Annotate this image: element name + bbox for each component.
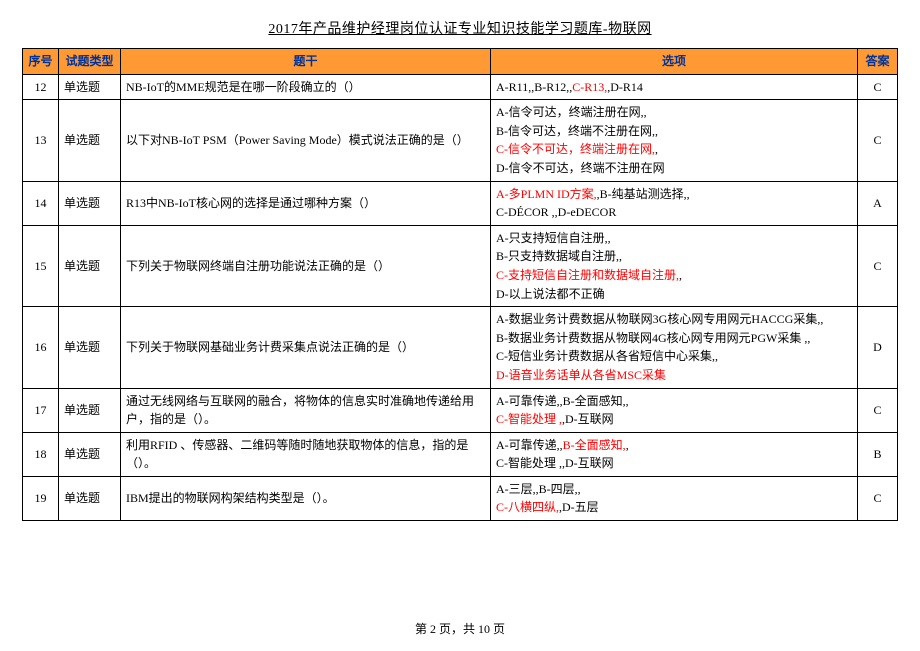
option-text: A-可靠传递,,B-全面感知,, bbox=[496, 394, 629, 408]
option-text: , bbox=[655, 142, 658, 156]
option-text: C-短信业务计费数据从各省短信中心采集,, bbox=[496, 349, 718, 363]
cell-seq: 17 bbox=[23, 388, 59, 432]
cell-question: R13中NB-IoT核心网的选择是通过哪种方案（） bbox=[121, 181, 491, 225]
question-table: 序号 试题类型 题干 选项 答案 12单选题NB-IoT的MME规范是在哪一阶段… bbox=[22, 48, 898, 521]
option-text: ,D-互联网 bbox=[562, 412, 614, 426]
option-text: ,B-纯基站测选择,, bbox=[597, 187, 690, 201]
cell-options: A-可靠传递,,B-全面感知,, C-智能处理 ,,D-互联网 bbox=[491, 432, 858, 476]
cell-options: A-只支持短信自注册,, B-只支持数据域自注册,, C-支持短信自注册和数据域自注… bbox=[491, 225, 858, 306]
cell-options: A-数据业务计费数据从物联网3G核心网专用网元HACCG采集,, B-数据业务计费… bbox=[491, 307, 858, 388]
cell-options: A-可靠传递,,B-全面感知,, C-智能处理 ,,D-互联网 bbox=[491, 388, 858, 432]
cell-type: 单选题 bbox=[59, 74, 121, 100]
cell-answer: A bbox=[858, 181, 898, 225]
option-text: B-数据业务计费数据从物联网4G核心网专用网元PGW采集 ,, bbox=[496, 331, 810, 345]
cell-answer: C bbox=[858, 74, 898, 100]
cell-seq: 13 bbox=[23, 100, 59, 181]
option-highlight: D-语音业务话单从各省MSC采集 bbox=[496, 368, 666, 382]
cell-answer: C bbox=[858, 100, 898, 181]
option-highlight: C-支持短信自注册和数据域自注册, bbox=[496, 268, 679, 282]
option-text: D-信令不可达，终端不注册在网 bbox=[496, 161, 665, 175]
table-row: 14单选题R13中NB-IoT核心网的选择是通过哪种方案（）A-多PLMN ID… bbox=[23, 181, 898, 225]
option-text: A-只支持短信自注册,, bbox=[496, 231, 611, 245]
table-row: 12单选题NB-IoT的MME规范是在哪一阶段确立的（）A-R11,,B-R12… bbox=[23, 74, 898, 100]
option-text: , bbox=[626, 438, 629, 452]
cell-type: 单选题 bbox=[59, 432, 121, 476]
cell-question: 下列关于物联网终端自注册功能说法正确的是（） bbox=[121, 225, 491, 306]
cell-seq: 14 bbox=[23, 181, 59, 225]
cell-seq: 18 bbox=[23, 432, 59, 476]
cell-question: 以下对NB-IoT PSM（Power Saving Mode）模式说法正确的是… bbox=[121, 100, 491, 181]
cell-options: A-R11,,B-R12,,C-R13,,D-R14 bbox=[491, 74, 858, 100]
cell-question: 利用RFID 、传感器、二维码等随时随地获取物体的信息，指的是（）。 bbox=[121, 432, 491, 476]
page-footer: 第 2 页，共 10 页 bbox=[0, 620, 920, 637]
cell-type: 单选题 bbox=[59, 388, 121, 432]
cell-seq: 16 bbox=[23, 307, 59, 388]
cell-type: 单选题 bbox=[59, 307, 121, 388]
cell-seq: 15 bbox=[23, 225, 59, 306]
cell-answer: C bbox=[858, 388, 898, 432]
cell-question: IBM提出的物联网构架结构类型是（）。 bbox=[121, 476, 491, 520]
table-row: 15单选题下列关于物联网终端自注册功能说法正确的是（） A-只支持短信自注册,, B… bbox=[23, 225, 898, 306]
cell-options: A-多PLMN ID方案,,B-纯基站测选择,, C-DÉCOR ,,D-eDEC… bbox=[491, 181, 858, 225]
option-text: A-三层,,B-四层,, bbox=[496, 482, 581, 496]
cell-answer: B bbox=[858, 432, 898, 476]
cell-question: NB-IoT的MME规范是在哪一阶段确立的（） bbox=[121, 74, 491, 100]
header-answer: 答案 bbox=[858, 49, 898, 75]
cell-seq: 12 bbox=[23, 74, 59, 100]
header-type: 试题类型 bbox=[59, 49, 121, 75]
option-highlight: A-多PLMN ID方案, bbox=[496, 187, 597, 201]
table-row: 17单选题通过无线网络与互联网的融合，将物体的信息实时准确地传递给用户，指的是（… bbox=[23, 388, 898, 432]
cell-question: 通过无线网络与互联网的融合，将物体的信息实时准确地传递给用户，指的是（）。 bbox=[121, 388, 491, 432]
option-highlight: C-信令不可达，终端注册在网, bbox=[496, 142, 655, 156]
option-text: C-DÉCOR ,,D-eDECOR bbox=[496, 205, 616, 219]
option-text: A-可靠传递,, bbox=[496, 438, 563, 452]
option-text: B-信令可达，终端不注册在网,, bbox=[496, 124, 658, 138]
header-question: 题干 bbox=[121, 49, 491, 75]
option-highlight: C-八横四纵, bbox=[496, 500, 559, 514]
table-header-row: 序号 试题类型 题干 选项 答案 bbox=[23, 49, 898, 75]
option-text: A-R11,,B-R12,, bbox=[496, 80, 572, 94]
option-highlight: C-智能处理 , bbox=[496, 412, 562, 426]
table-row: 19单选题IBM提出的物联网构架结构类型是（）。 A-三层,,B-四层,, C-八横… bbox=[23, 476, 898, 520]
option-text: A-信令可达，终端注册在网,, bbox=[496, 105, 647, 119]
cell-type: 单选题 bbox=[59, 100, 121, 181]
cell-type: 单选题 bbox=[59, 225, 121, 306]
header-seq: 序号 bbox=[23, 49, 59, 75]
cell-type: 单选题 bbox=[59, 181, 121, 225]
table-row: 13单选题以下对NB-IoT PSM（Power Saving Mode）模式说… bbox=[23, 100, 898, 181]
page-title: 2017年产品维护经理岗位认证专业知识技能学习题库-物联网 bbox=[22, 18, 898, 38]
cell-answer: D bbox=[858, 307, 898, 388]
option-text: ,D-五层 bbox=[559, 500, 599, 514]
option-text: A-数据业务计费数据从物联网3G核心网专用网元HACCG采集,, bbox=[496, 312, 823, 326]
option-text: C-智能处理 ,,D-互联网 bbox=[496, 456, 614, 470]
option-highlight: C-R13, bbox=[572, 80, 607, 94]
option-text: D-以上说法都不正确 bbox=[496, 287, 605, 301]
cell-question: 下列关于物联网基础业务计费采集点说法正确的是（） bbox=[121, 307, 491, 388]
option-text: B-只支持数据域自注册,, bbox=[496, 249, 622, 263]
cell-type: 单选题 bbox=[59, 476, 121, 520]
option-text: , bbox=[679, 268, 682, 282]
cell-answer: C bbox=[858, 225, 898, 306]
cell-options: A-信令可达，终端注册在网,, B-信令可达，终端不注册在网,, C-信令不可达，终… bbox=[491, 100, 858, 181]
cell-options: A-三层,,B-四层,, C-八横四纵,,D-五层 bbox=[491, 476, 858, 520]
table-row: 16单选题下列关于物联网基础业务计费采集点说法正确的是（）A-数据业务计费数据从… bbox=[23, 307, 898, 388]
table-row: 18单选题利用RFID 、传感器、二维码等随时随地获取物体的信息，指的是（）。A… bbox=[23, 432, 898, 476]
option-highlight: B-全面感知, bbox=[563, 438, 626, 452]
cell-answer: C bbox=[858, 476, 898, 520]
option-text: ,D-R14 bbox=[607, 80, 643, 94]
table-body: 12单选题NB-IoT的MME规范是在哪一阶段确立的（）A-R11,,B-R12… bbox=[23, 74, 898, 520]
header-options: 选项 bbox=[491, 49, 858, 75]
cell-seq: 19 bbox=[23, 476, 59, 520]
